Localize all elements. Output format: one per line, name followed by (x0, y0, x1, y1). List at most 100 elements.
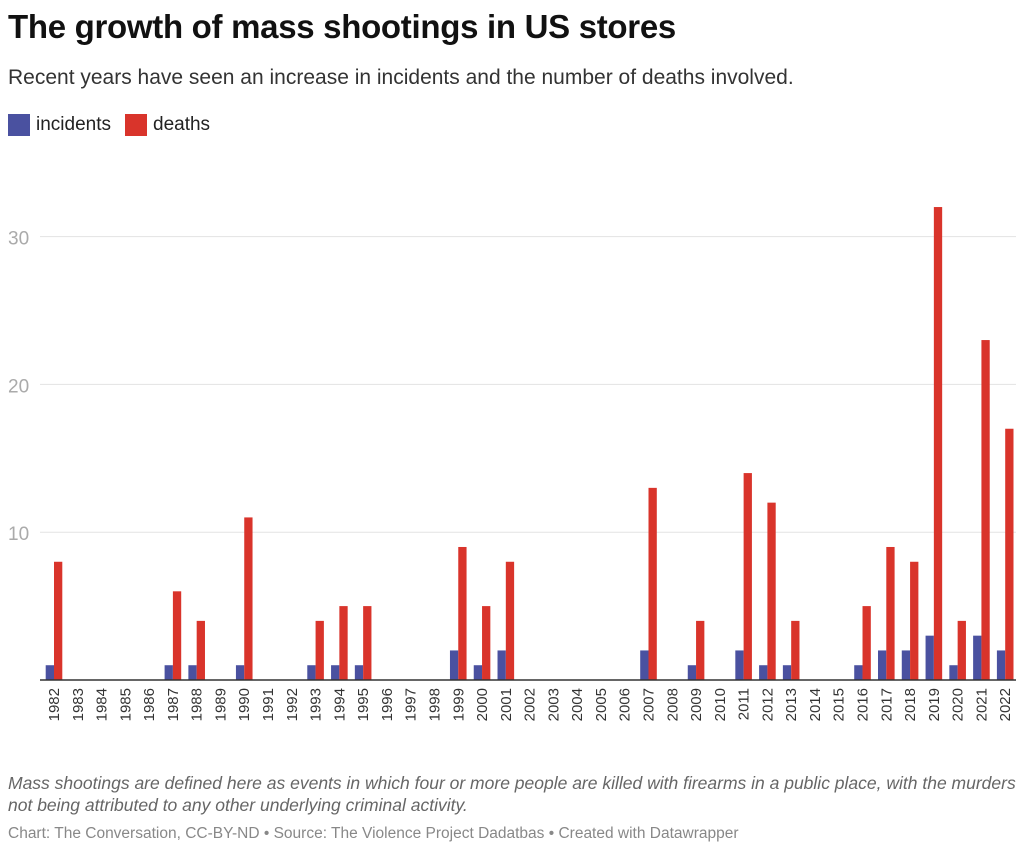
bar-incidents-2012 (759, 665, 768, 680)
x-tick-label: 1995 (355, 688, 372, 721)
x-tick-label: 2017 (878, 688, 895, 721)
bar-deaths-2019 (933, 207, 943, 681)
bar-deaths-2007 (648, 487, 657, 680)
bar-incidents-1982 (45, 665, 54, 680)
bar-incidents-1999 (449, 650, 459, 680)
chart-subtitle: Recent years have seen an increase in in… (8, 66, 794, 89)
x-tick-label: 2003 (545, 688, 562, 721)
x-tick-label: 2006 (617, 688, 634, 721)
legend-label-deaths: deaths (153, 114, 211, 135)
x-tick-label: 2002 (522, 688, 539, 721)
x-tick-label: 2001 (498, 688, 515, 721)
bar-deaths-2022 (1005, 428, 1014, 680)
bar-incidents-2019 (925, 635, 934, 680)
x-tick-label: 2009 (688, 688, 705, 721)
chart-notes: Mass shootings are defined here as event… (8, 773, 1016, 815)
bar-incidents-2020 (949, 665, 958, 680)
legend-item-incidents: incidents (8, 114, 111, 136)
x-tick-label: 2011 (736, 688, 753, 720)
bar-deaths-2001 (505, 561, 515, 680)
x-tick-label: 1998 (426, 688, 443, 721)
bar-deaths-2017 (886, 546, 895, 680)
bar-deaths-2013 (791, 620, 800, 680)
x-tick-label: 1986 (141, 688, 158, 721)
bar-deaths-1988 (196, 620, 205, 680)
x-tick-label: 1997 (403, 688, 420, 721)
x-tick-label: 2010 (712, 688, 729, 721)
bar-incidents-1988 (188, 665, 197, 680)
x-tick-label: 1993 (308, 688, 325, 721)
x-tick-label: 1987 (165, 688, 182, 721)
legend-item-deaths: deaths (125, 114, 210, 136)
bar-deaths-2020 (957, 620, 966, 680)
x-tick-label: 2008 (664, 688, 681, 721)
x-tick-label: 2013 (783, 688, 800, 721)
bar-incidents-2022 (996, 650, 1006, 680)
x-tick-label: 1984 (94, 688, 111, 721)
x-tick-label: 1996 (379, 688, 396, 721)
chart-footer: Chart: The Conversation, CC-BY-ND • Sour… (8, 825, 739, 842)
bar-deaths-1994 (339, 606, 348, 680)
bar-deaths-2021 (981, 340, 990, 680)
bar-incidents-1990 (235, 665, 245, 680)
legend-swatch-incidents (8, 114, 30, 136)
x-tick-label: 2014 (807, 688, 824, 721)
x-tick-label: 2005 (593, 688, 610, 721)
bar-incidents-2021 (973, 635, 982, 680)
bar-deaths-1982 (54, 561, 63, 680)
bar-deaths-2000 (482, 606, 491, 680)
bar-incidents-2000 (473, 665, 483, 680)
y-tick-label: 30 (8, 229, 29, 250)
chart-title: The growth of mass shootings in US store… (8, 8, 676, 45)
bar-deaths-1987 (172, 591, 182, 680)
bar-incidents-1995 (354, 665, 364, 680)
x-tick-label: 2022 (997, 688, 1014, 721)
x-tick-label: 1999 (450, 688, 467, 721)
bar-incidents-2007 (640, 650, 649, 680)
bar-deaths-2012 (767, 502, 776, 680)
bar-deaths-2011 (743, 473, 752, 680)
x-tick-label: 1991 (260, 688, 277, 721)
bar-deaths-2016 (862, 606, 871, 680)
x-tick-label: 1992 (284, 688, 301, 721)
x-tick-label: 2018 (902, 688, 919, 721)
bar-incidents-1987 (164, 665, 173, 680)
x-tick-label: 1990 (236, 688, 253, 721)
x-tick-label: 1989 (212, 688, 229, 721)
bar-deaths-2009 (696, 620, 705, 680)
bar-incidents-2017 (878, 650, 887, 680)
bar-incidents-2016 (854, 665, 863, 680)
bar-incidents-2018 (901, 650, 911, 680)
bar-chart: 10 20 30 1982 1983 1984 1985 1986 1987 1988 1989 19… (8, 207, 1016, 721)
bar-deaths-2018 (910, 561, 919, 680)
bar-incidents-2001 (497, 650, 506, 680)
y-tick-label: 10 (8, 524, 29, 545)
x-tick-label: 1994 (331, 688, 348, 721)
bar-incidents-2013 (782, 665, 792, 680)
legend: incidents deaths (8, 114, 210, 136)
bar-deaths-1995 (363, 606, 372, 680)
x-tick-label: 2016 (855, 688, 872, 721)
x-tick-label: 2000 (474, 688, 491, 721)
legend-swatch-deaths (125, 114, 147, 136)
x-tick-label: 1988 (189, 688, 206, 721)
bar-incidents-1994 (331, 665, 340, 680)
bar-deaths-1990 (244, 517, 253, 680)
x-tick-label: 2012 (759, 688, 776, 721)
x-tick-label: 1982 (46, 688, 63, 721)
legend-label-incidents: incidents (36, 114, 111, 135)
x-tick-label: 2004 (569, 688, 586, 721)
x-tick-label: 1983 (70, 688, 87, 721)
bar-incidents-1993 (307, 665, 316, 680)
bar-incidents-2011 (735, 650, 744, 680)
x-tick-label: 1985 (117, 688, 134, 721)
y-tick-label: 20 (8, 376, 29, 397)
bar-deaths-1999 (458, 546, 467, 680)
x-tick-label: 2015 (831, 688, 848, 721)
x-tick-label: 2007 (641, 688, 658, 721)
bar-deaths-1993 (315, 620, 324, 680)
x-tick-label: 2019 (926, 688, 943, 721)
x-tick-label: 2020 (950, 688, 967, 721)
x-tick-label: 2021 (973, 688, 990, 721)
bar-incidents-2009 (687, 665, 697, 680)
